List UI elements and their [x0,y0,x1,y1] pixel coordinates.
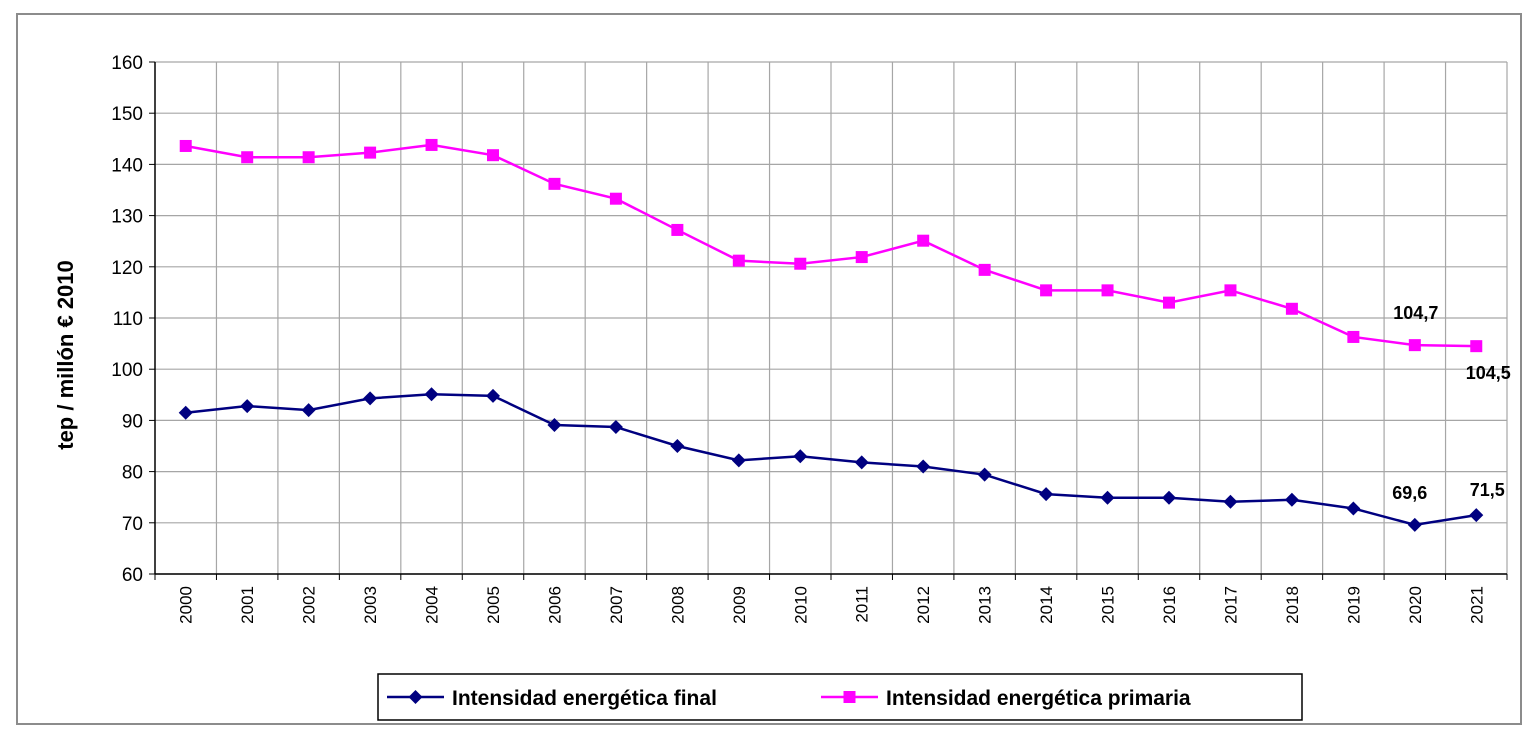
marker-diamond [1039,487,1054,502]
series-line [185,143,1477,348]
marker-square [732,254,745,267]
y-tick-label: 160 [111,53,143,74]
marker-square [487,149,499,162]
marker-square [1224,284,1237,297]
marker-diamond [424,387,439,402]
marker-square [1040,284,1053,297]
marker-diamond [408,690,423,704]
marker-square [855,251,868,264]
marker-square [1470,340,1483,353]
marker-square [364,146,377,159]
legend-label: Intensidad energética primaria [886,687,1191,710]
marker-square [548,177,561,190]
data-label: 71,5 [1470,480,1505,500]
marker-square [609,192,622,205]
x-tick-label: 2006 [545,586,564,624]
x-tick-label: 2014 [1037,586,1056,624]
x-tick-label: 2018 [1283,586,1302,624]
y-tick-label: 150 [111,104,143,125]
data-label: 104,5 [1466,363,1511,383]
x-tick-label: 2010 [791,586,810,624]
marker-diamond [547,418,562,433]
data-label: 104,7 [1393,303,1438,323]
x-tick-label: 2004 [423,586,442,624]
marker-diamond [731,453,746,468]
y-tick-label: 90 [122,411,143,432]
marker-square [1163,296,1175,309]
x-tick-label: 2001 [238,586,257,624]
marker-diamond [1223,494,1238,509]
x-tick-label: 2007 [607,586,626,624]
marker-square [978,263,991,276]
legend-item: Intensidad energética primaria [821,687,1191,710]
data-labels: 69,6 71,5 104,7 104,5 [1392,303,1511,503]
x-tick-label: 2005 [484,586,503,624]
marker-diamond [608,420,623,435]
x-tick-label: 2008 [668,586,687,624]
x-tick-label: 2011 [853,586,872,623]
x-tick-label: 2019 [1344,586,1363,624]
marker-diamond [240,399,255,414]
legend-label: Intensidad energética final [452,687,717,710]
x-tick-label: 2002 [300,586,319,624]
marker-square [917,234,930,247]
marker-square [671,223,684,236]
marker-diamond [670,439,685,453]
marker-square [1285,302,1298,315]
marker-diamond [486,388,500,403]
marker-diamond [793,449,808,464]
x-tick-label: 2013 [976,586,995,624]
legend-item: Intensidad energética final [387,687,717,710]
marker-square [1408,339,1421,352]
x-tick-label: 2000 [177,586,196,624]
legend: Intensidad energética final Intensidad en… [377,673,1303,721]
y-tick-label: 60 [122,565,143,586]
x-tick-label: 2021 [1467,586,1486,624]
x-tick-label: 2003 [361,586,380,624]
y-axis-label: tep / millón € 2010 [53,260,78,450]
marker-diamond [1407,517,1422,532]
x-tick-label: 2016 [1160,586,1179,624]
y-tick-label: 110 [113,309,143,330]
marker-diamond [1346,501,1361,516]
x-tick-label: 2012 [914,586,933,624]
x-tick-label: 2020 [1406,586,1425,624]
y-tick-label: 130 [111,207,143,228]
series-primaria [179,138,1483,353]
marker-square [179,139,192,152]
marker-diamond [1100,490,1115,505]
marker-square [302,151,315,164]
y-tick-label: 70 [122,514,143,535]
y-tick-label: 140 [111,155,143,176]
marker-diamond [1284,492,1299,507]
series-lines [178,138,1484,532]
marker-square [1347,330,1360,343]
y-tick-label: 80 [122,463,143,484]
axes: 60 70 80 90 100 110 120 130 140 150 160 2000 2001 200… [111,53,1508,624]
series-final [178,387,1484,532]
y-tick-label: 100 [111,360,143,381]
series-line [185,393,1477,527]
marker-square [241,151,254,164]
marker-diamond [1469,508,1484,523]
marker-diamond [1162,490,1176,505]
gridlines [155,61,1508,575]
x-tick-label: 2017 [1221,586,1240,624]
marker-square [794,257,807,270]
x-tick-label: 2015 [1099,586,1118,624]
marker-diamond [178,405,193,420]
marker-square [1101,284,1114,297]
y-tick-label: 120 [111,258,143,279]
marker-diamond [977,467,992,482]
marker-square [843,691,856,703]
marker-square [425,138,438,151]
x-tick-label: 2009 [730,586,749,624]
marker-diamond [301,403,316,418]
data-label: 69,6 [1392,483,1427,503]
marker-diamond [363,391,378,406]
marker-diamond [916,459,931,474]
marker-diamond [854,455,869,470]
